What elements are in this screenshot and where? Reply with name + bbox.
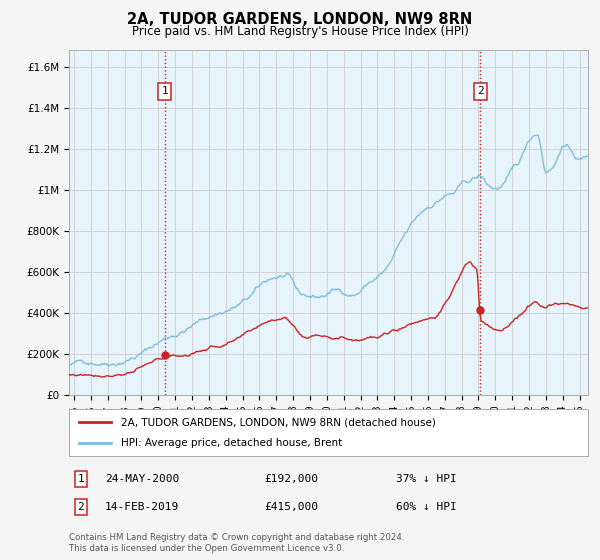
Text: 2: 2 — [477, 86, 484, 96]
Text: Price paid vs. HM Land Registry's House Price Index (HPI): Price paid vs. HM Land Registry's House … — [131, 25, 469, 38]
Text: Contains HM Land Registry data © Crown copyright and database right 2024.
This d: Contains HM Land Registry data © Crown c… — [69, 533, 404, 553]
Text: 14-FEB-2019: 14-FEB-2019 — [105, 502, 179, 512]
Text: £192,000: £192,000 — [264, 474, 318, 484]
Text: 1: 1 — [161, 86, 168, 96]
Text: HPI: Average price, detached house, Brent: HPI: Average price, detached house, Bren… — [121, 438, 342, 448]
Text: £415,000: £415,000 — [264, 502, 318, 512]
Text: 1: 1 — [77, 474, 85, 484]
Text: 2A, TUDOR GARDENS, LONDON, NW9 8RN: 2A, TUDOR GARDENS, LONDON, NW9 8RN — [127, 12, 473, 27]
Text: 60% ↓ HPI: 60% ↓ HPI — [396, 502, 457, 512]
Text: 2: 2 — [77, 502, 85, 512]
Text: 24-MAY-2000: 24-MAY-2000 — [105, 474, 179, 484]
Text: 2A, TUDOR GARDENS, LONDON, NW9 8RN (detached house): 2A, TUDOR GARDENS, LONDON, NW9 8RN (deta… — [121, 417, 436, 427]
Text: 37% ↓ HPI: 37% ↓ HPI — [396, 474, 457, 484]
